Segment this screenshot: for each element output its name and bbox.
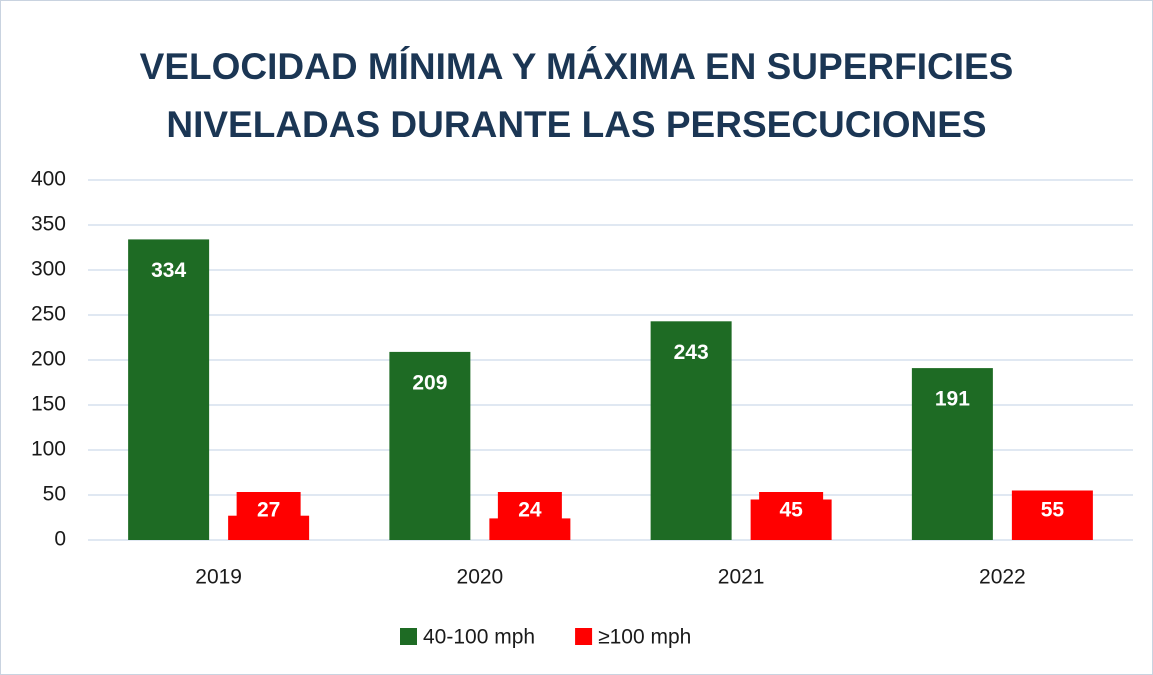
data-label: 24 [518, 499, 542, 522]
x-tick-label: 2020 [457, 566, 504, 589]
chart-title: VELOCIDAD MÍNIMA Y MÁXIMA EN SUPERFICIES… [139, 46, 1014, 145]
y-tick-label: 0 [54, 528, 66, 551]
legend-swatch [400, 628, 417, 645]
x-tick-label: 2019 [195, 566, 242, 589]
y-tick-label: 250 [31, 303, 66, 326]
bar [650, 321, 732, 540]
y-tick-label: 300 [31, 258, 66, 281]
y-tick-label: 100 [31, 438, 66, 461]
data-label: 27 [257, 499, 280, 522]
data-label-box [759, 492, 824, 528]
legend-label: ≥100 mph [598, 626, 691, 649]
data-label: 209 [412, 371, 447, 394]
y-tick-label: 50 [43, 483, 66, 506]
data-label-box [1020, 492, 1085, 528]
bar [128, 239, 210, 540]
data-label: 55 [1041, 499, 1065, 522]
data-label-box [236, 492, 301, 528]
data-label: 191 [935, 388, 970, 411]
y-tick-label: 200 [31, 348, 66, 371]
bar [911, 368, 993, 540]
y-tick-label: 400 [31, 168, 66, 191]
x-tick-label: 2021 [718, 566, 765, 589]
y-tick-label: 150 [31, 393, 66, 416]
y-tick-label: 350 [31, 213, 66, 236]
data-label: 45 [779, 499, 803, 522]
legend-swatch [575, 628, 593, 645]
data-label: 243 [674, 341, 709, 364]
legend-label: 40-100 mph [423, 626, 535, 649]
bar [389, 351, 471, 540]
data-label-box [497, 492, 562, 528]
data-label: 334 [151, 259, 186, 282]
x-tick-label: 2022 [979, 566, 1026, 589]
